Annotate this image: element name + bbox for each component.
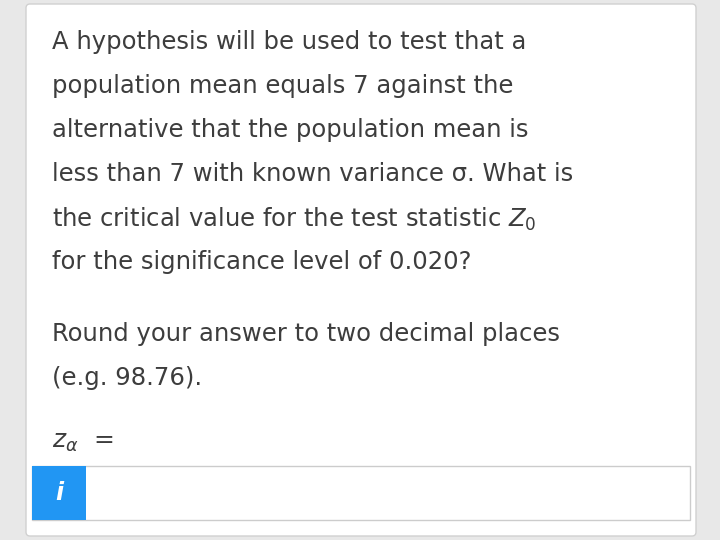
Text: alternative that the population mean is: alternative that the population mean is — [52, 118, 528, 142]
Text: population mean equals 7 against the: population mean equals 7 against the — [52, 74, 513, 98]
FancyBboxPatch shape — [32, 466, 86, 520]
Text: the critical value for the test statistic $Z_0$: the critical value for the test statisti… — [52, 206, 536, 233]
Text: A hypothesis will be used to test that a: A hypothesis will be used to test that a — [52, 30, 526, 54]
Text: Round your answer to two decimal places: Round your answer to two decimal places — [52, 322, 560, 346]
FancyBboxPatch shape — [32, 466, 690, 520]
Text: for the significance level of 0.020?: for the significance level of 0.020? — [52, 250, 472, 274]
Text: (e.g. 98.76).: (e.g. 98.76). — [52, 366, 202, 390]
Text: i: i — [55, 481, 63, 505]
Text: $z_{\alpha}$  =: $z_{\alpha}$ = — [52, 430, 114, 454]
Text: less than 7 with known variance σ. What is: less than 7 with known variance σ. What … — [52, 162, 573, 186]
FancyBboxPatch shape — [26, 4, 696, 536]
